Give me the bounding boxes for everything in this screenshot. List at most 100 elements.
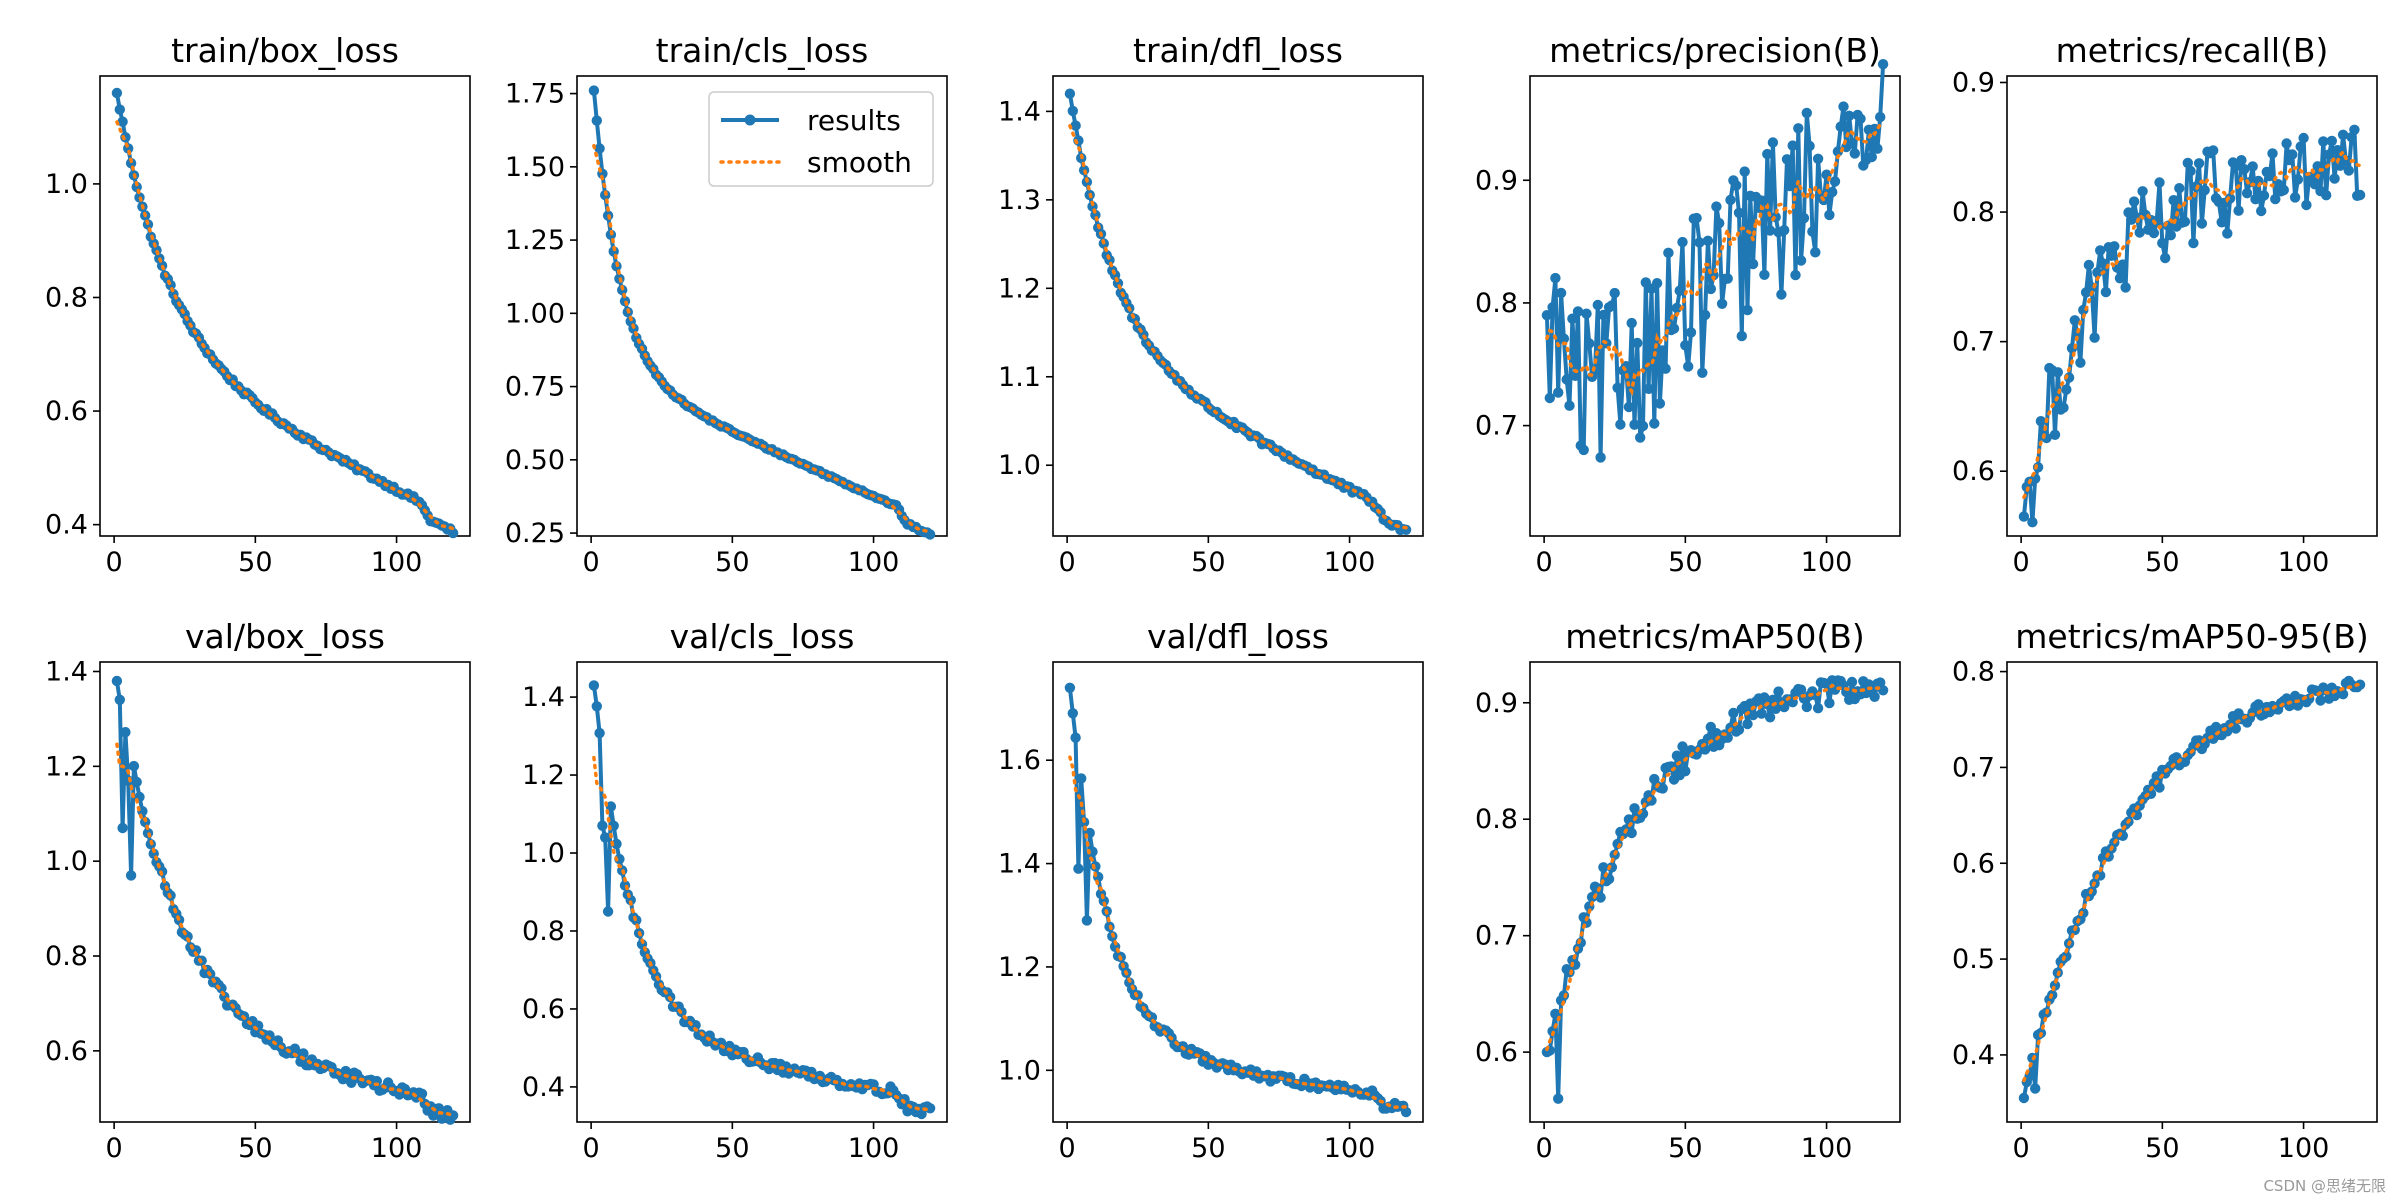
results-point [2165, 230, 2176, 241]
smooth-line [2022, 149, 2362, 499]
y-tick-label: 0.7 [1475, 411, 1518, 442]
results-point [1877, 58, 1889, 70]
results-point [1767, 137, 1779, 148]
results-point [114, 104, 126, 115]
results-point [1553, 387, 1564, 398]
results-point [1722, 273, 1733, 284]
results-point [1609, 287, 1620, 299]
results-point [1829, 176, 1841, 187]
results-point [2027, 517, 2038, 528]
results-point [1694, 237, 1705, 248]
results-point [114, 694, 126, 705]
results-point [2092, 267, 2103, 278]
results-point [611, 838, 622, 850]
results-point [1070, 732, 1081, 743]
results-point [2117, 259, 2128, 270]
results-point [2145, 788, 2157, 799]
smooth-line [592, 755, 932, 1112]
results-point [1680, 340, 1691, 351]
x-tick-label: 100 [2278, 1133, 2330, 1164]
results-point [1632, 337, 1643, 349]
results-point [1787, 140, 1798, 151]
results-point [2298, 132, 2309, 144]
x-tick-label: 50 [715, 1133, 749, 1164]
results-point [1832, 146, 1844, 157]
results-point [1705, 283, 1717, 295]
results-point [1671, 750, 1683, 761]
y-tick-label: 1.1 [998, 362, 1041, 393]
results-point [1087, 846, 1098, 857]
results-point [2058, 402, 2069, 413]
results-point [1725, 194, 1736, 206]
smooth-line [115, 742, 455, 1118]
results-point [1067, 708, 1079, 719]
axes-frame [576, 75, 948, 537]
results-point [2354, 679, 2366, 690]
results-point [1660, 363, 1671, 374]
smooth-line [1068, 755, 1408, 1110]
results-point [2329, 173, 2340, 184]
results-point [2326, 135, 2337, 147]
x-tick-label: 100 [1324, 1133, 1376, 1164]
y-tick-label: 0.8 [45, 941, 88, 972]
y-tick-label: 0.6 [45, 1036, 88, 1067]
y-tick-label: 1.75 [505, 79, 565, 110]
results-point [1835, 121, 1846, 132]
axes-frame [1529, 75, 1901, 537]
subplot-title: train/box_loss [171, 31, 399, 70]
axes-frame [1052, 75, 1424, 537]
results-point [2097, 258, 2109, 269]
results-point [2258, 190, 2270, 201]
results-point [1691, 212, 1702, 224]
x-tick-label: 0 [106, 547, 123, 578]
results-point [1629, 419, 1640, 430]
results-line [1067, 687, 1408, 1113]
results-point [2287, 149, 2298, 160]
y-tick-label: 1.2 [45, 751, 88, 782]
axes-frame [99, 75, 471, 537]
x-tick-label: 0 [1536, 1133, 1553, 1164]
results-point [1801, 701, 1813, 713]
results-point [1795, 255, 1807, 266]
results-point [605, 801, 617, 812]
results-point [1629, 803, 1640, 814]
results-point [2301, 199, 2312, 211]
y-tick-label: 0.4 [1952, 1040, 1995, 1071]
results-point [2168, 195, 2179, 206]
y-tick-label: 1.4 [998, 96, 1041, 127]
results-point [2216, 217, 2227, 228]
results-point [1544, 392, 1556, 404]
results-point [2233, 205, 2244, 216]
results-point [1827, 186, 1838, 198]
results-point [2018, 1092, 2030, 1104]
subplot-title: train/dfl_loss [1133, 31, 1343, 70]
results-point [1795, 684, 1807, 695]
y-tick-label: 1.4 [998, 849, 1041, 880]
results-point [1081, 915, 1093, 926]
results-point [1812, 703, 1824, 714]
results-point [1728, 707, 1739, 719]
results-point [1067, 105, 1079, 117]
results-point [2250, 194, 2261, 205]
results-point [1612, 382, 1623, 393]
legend: results smooth [708, 91, 934, 187]
results-point [1824, 209, 1835, 221]
y-tick-label: 0.5 [1952, 944, 1995, 975]
smooth-line [592, 143, 932, 534]
results-point [1098, 895, 1110, 907]
results-point [2278, 184, 2289, 196]
results-point [2030, 1083, 2041, 1094]
results-point [1064, 682, 1076, 693]
results-point [2270, 193, 2281, 205]
x-tick-label: 50 [1668, 1133, 1702, 1164]
results-point [1702, 235, 1714, 246]
results-point [1558, 333, 1570, 344]
results-point [1073, 863, 1084, 874]
subplot-metrics-map50-95-b-: metrics/mAP50-95(B) 0 50 100 0.4 0.5 0.6 0.7 0.8 [1952, 617, 2378, 1164]
results-point [2292, 174, 2304, 185]
subplot-train-box-loss: train/box_loss 0 50 100 0.4 0.6 0.8 1.0 [45, 31, 471, 578]
results-point [1400, 1106, 1412, 1118]
results-point [1581, 308, 1592, 319]
axes-frame [99, 661, 471, 1123]
